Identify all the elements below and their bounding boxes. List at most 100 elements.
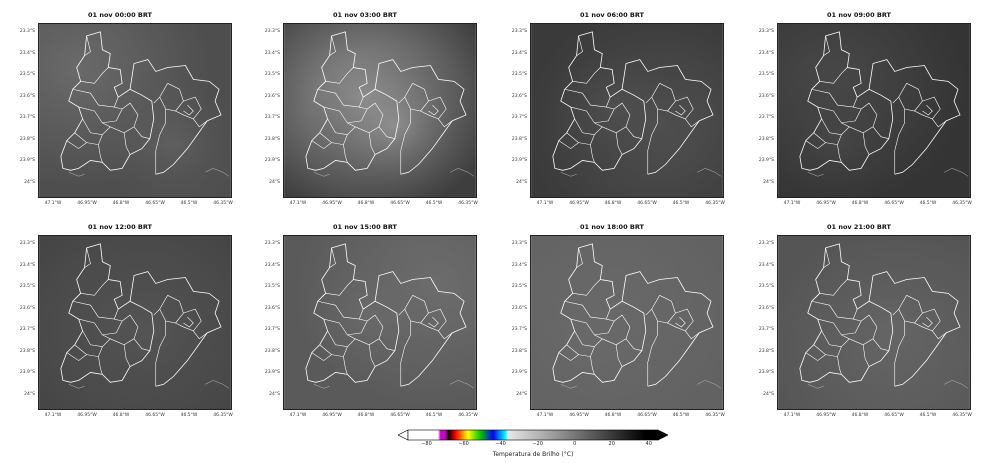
y-tick-label: 23.8°S <box>758 136 774 142</box>
brightness-temperature-map <box>777 235 971 410</box>
y-tick-label: 23.8°S <box>264 348 280 354</box>
x-tick-label: 46.8°W <box>112 201 130 206</box>
x-tick-label: 46.5°W <box>672 201 690 206</box>
y-tick-label: 24°S <box>24 179 35 185</box>
x-tick-label: 46.35°W <box>458 201 478 206</box>
y-tick-label: 23.9°S <box>264 158 280 163</box>
map-panel: 01 nov 06:00 BRT 23.3°S 23.4°S 23.5°S 23.6°S… <box>497 10 727 215</box>
y-tick-label: 23.3°S <box>264 29 280 34</box>
y-tick-label: 23.5°S <box>758 284 774 289</box>
y-tick-label: 23.4°S <box>264 50 280 56</box>
map-panel: 01 nov 12:00 BRT 23.3°S 23.4°S 23.5°S 23.6°S… <box>5 222 235 427</box>
panel-title: 01 nov 18:00 BRT <box>580 223 644 231</box>
x-tick-label: 46.95°W <box>569 201 589 206</box>
map-panel: 01 nov 09:00 BRT 23.3°S 23.4°S 23.5°S 23.6°S… <box>744 10 974 215</box>
x-tick-label: 46.95°W <box>569 413 589 418</box>
y-tick-label: 23.6°S <box>511 93 527 99</box>
y-tick-label: 23.7°S <box>19 115 35 120</box>
x-tick-label: 46.65°W <box>884 413 904 418</box>
map-panel: 01 nov 18:00 BRT 23.3°S 23.4°S 23.5°S 23.6°S… <box>497 222 727 427</box>
x-tick-label: 46.8°W <box>357 201 375 206</box>
y-tick-label: 23.8°S <box>264 136 280 142</box>
brightness-temperature-map <box>530 235 724 410</box>
x-tick-label: 46.5°W <box>425 201 443 206</box>
y-tick-label: 23.7°S <box>511 115 527 120</box>
x-tick-label: 46.8°W <box>604 201 622 206</box>
brightness-temperature-map <box>777 23 971 198</box>
x-tick-label: 46.65°W <box>145 413 165 418</box>
x-tick-label: 46.65°W <box>884 201 904 206</box>
y-tick-label: 23.9°S <box>19 370 35 375</box>
map-panel: 01 nov 15:00 BRT 23.3°S 23.4°S 23.5°S 23.6°S… <box>250 222 480 427</box>
panel-title: 01 nov 15:00 BRT <box>333 223 397 231</box>
map-panel: 01 nov 21:00 BRT 23.3°S 23.4°S 23.5°S 23.6°S… <box>744 222 974 427</box>
y-tick-label: 23.3°S <box>19 29 35 34</box>
y-tick-label: 23.3°S <box>511 241 527 246</box>
brightness-temperature-map <box>283 235 477 410</box>
x-tick-label: 46.65°W <box>390 201 410 206</box>
y-tick-label: 23.3°S <box>19 241 35 246</box>
y-tick-label: 23.5°S <box>511 72 527 77</box>
y-tick-label: 23.5°S <box>19 284 35 289</box>
x-tick-label: 46.5°W <box>425 413 443 418</box>
y-tick-label: 23.9°S <box>511 158 527 163</box>
y-tick-label: 24°S <box>763 391 774 397</box>
y-tick-label: 24°S <box>516 179 527 185</box>
y-tick-label: 23.6°S <box>511 305 527 311</box>
x-tick-label: 46.95°W <box>322 201 342 206</box>
y-tick-label: 24°S <box>516 391 527 397</box>
colorbar-tick-label: −20 <box>532 441 543 447</box>
y-tick-label: 23.8°S <box>19 136 35 142</box>
y-tick-label: 23.6°S <box>758 305 774 311</box>
brightness-temperature-map <box>530 23 724 198</box>
y-tick-label: 23.5°S <box>264 72 280 77</box>
x-tick-label: 47.1°W <box>44 201 62 206</box>
y-tick-label: 23.3°S <box>758 241 774 246</box>
x-tick-label: 46.8°W <box>112 413 130 418</box>
y-tick-label: 23.3°S <box>758 29 774 34</box>
x-tick-label: 46.5°W <box>919 201 937 206</box>
x-tick-label: 46.35°W <box>952 201 972 206</box>
x-tick-label: 46.95°W <box>77 413 97 418</box>
y-tick-label: 24°S <box>269 391 280 397</box>
y-tick-label: 23.5°S <box>264 284 280 289</box>
x-tick-label: 46.35°W <box>705 201 725 206</box>
colorbar-tick-label: −40 <box>495 441 506 447</box>
x-tick-label: 46.95°W <box>322 413 342 418</box>
colorbar-tick-label: 20 <box>608 441 615 447</box>
y-tick-label: 23.4°S <box>758 262 774 268</box>
y-tick-label: 23.7°S <box>758 115 774 120</box>
y-tick-label: 23.4°S <box>511 262 527 268</box>
x-tick-label: 47.1°W <box>44 413 62 418</box>
y-tick-label: 23.9°S <box>264 370 280 375</box>
y-tick-label: 23.5°S <box>19 72 35 77</box>
y-tick-label: 23.7°S <box>758 327 774 332</box>
y-tick-label: 23.7°S <box>19 327 35 332</box>
x-tick-label: 47.1°W <box>289 201 307 206</box>
y-tick-label: 24°S <box>24 391 35 397</box>
y-tick-label: 23.7°S <box>511 327 527 332</box>
x-tick-label: 46.35°W <box>705 413 725 418</box>
panel-title: 01 nov 03:00 BRT <box>333 11 397 19</box>
y-tick-label: 24°S <box>763 179 774 185</box>
x-tick-label: 46.5°W <box>672 413 690 418</box>
y-tick-label: 23.6°S <box>19 305 35 311</box>
y-tick-label: 23.9°S <box>758 370 774 375</box>
x-tick-label: 46.65°W <box>637 413 657 418</box>
map-panel: 01 nov 00:00 BRT 23.3°S 23.4°S 23.5°S 23.6°S… <box>5 10 235 215</box>
x-tick-label: 46.8°W <box>851 413 869 418</box>
x-tick-label: 47.1°W <box>783 413 801 418</box>
colorbar <box>397 426 669 441</box>
x-tick-label: 47.1°W <box>289 413 307 418</box>
y-tick-label: 23.6°S <box>758 93 774 99</box>
x-tick-label: 47.1°W <box>536 201 554 206</box>
x-tick-label: 46.5°W <box>180 201 198 206</box>
y-tick-label: 23.5°S <box>758 72 774 77</box>
x-tick-label: 46.95°W <box>816 201 836 206</box>
y-tick-label: 23.6°S <box>264 93 280 99</box>
y-tick-label: 23.4°S <box>19 50 35 56</box>
panel-title: 01 nov 12:00 BRT <box>88 223 152 231</box>
y-tick-label: 23.4°S <box>264 262 280 268</box>
y-tick-label: 23.3°S <box>511 29 527 34</box>
y-tick-label: 23.8°S <box>511 348 527 354</box>
